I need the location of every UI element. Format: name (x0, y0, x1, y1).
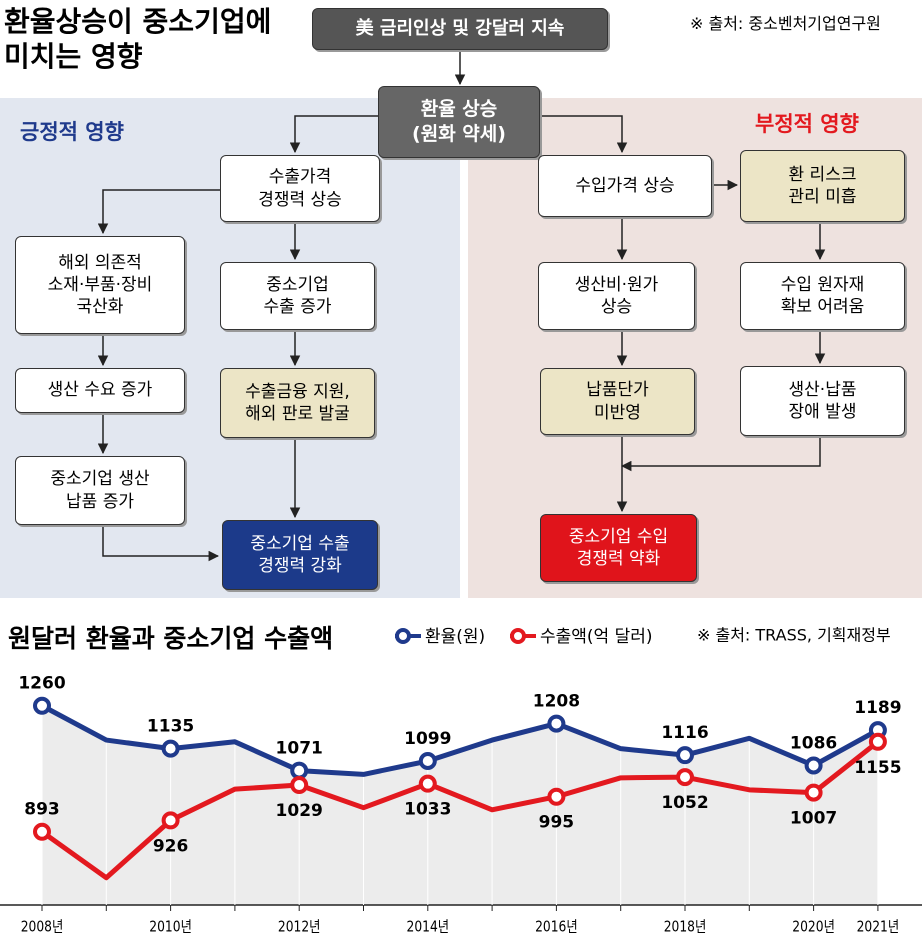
value-label: 1208 (533, 692, 580, 712)
x-tick-label: 2012년 (278, 918, 321, 935)
point (676, 768, 694, 787)
point (804, 756, 823, 775)
result-box: 중소기업 수출 경쟁력 강화 (222, 520, 378, 590)
flow-box: 중소기업 수출 증가 (220, 262, 375, 330)
point (161, 739, 180, 758)
point (418, 774, 437, 793)
value-label: 1052 (661, 793, 708, 813)
value-label: 893 (24, 800, 60, 820)
top-box: 美 금리인상 및 강달러 지속 (312, 8, 608, 50)
flow-box: 생산 수요 증가 (15, 368, 185, 413)
point (547, 714, 566, 733)
value-label: 1260 (18, 674, 65, 694)
series-line (40, 739, 880, 881)
value-label: 1189 (854, 698, 901, 718)
legend-marker (510, 628, 526, 644)
value-label: 1029 (276, 801, 323, 821)
value-label: 926 (153, 836, 189, 856)
point (161, 811, 180, 830)
legend-marker (395, 628, 411, 644)
flow-box: 수입가격 상승 (538, 155, 712, 217)
x-tick-label: 2018년 (664, 918, 707, 935)
positive-label: 긍정적 영향 (20, 120, 124, 144)
x-tick-label: 2008년 (21, 918, 64, 935)
value-label: 1033 (404, 800, 451, 820)
series-line (40, 703, 880, 777)
center-box: 환율 상승 (원화 약세) (378, 86, 540, 158)
point (33, 822, 51, 841)
flow-box: 생산·납품 장애 발생 (740, 366, 905, 436)
chart: 원달러 환율과 중소기업 수출액 ※ 출처: TRASS, 기획재정부 환율(원… (0, 624, 922, 936)
value-label: 1071 (276, 739, 323, 759)
value-label: 1086 (790, 733, 837, 753)
chart-title: 원달러 환율과 중소기업 수출액 (8, 624, 333, 653)
flow-box: 중소기업 생산 납품 증가 (15, 456, 185, 525)
flow-box: 납품단가 미반영 (540, 368, 695, 435)
point (290, 761, 309, 780)
diagram-title: 환율상승이 중소기업에 미치는 영향 (4, 5, 272, 73)
value-label: 1007 (790, 809, 837, 829)
point (868, 732, 887, 751)
negative-label: 부정적 영향 (755, 112, 859, 136)
flow-box: 수입 원자재 확보 어려움 (740, 262, 905, 330)
arrows (97, 52, 826, 562)
flow-box: 생산비·원가 상승 (538, 262, 695, 330)
value-label: 1099 (404, 729, 451, 749)
legend-label: 환율(원) (425, 627, 485, 647)
flow-box: 환 리스크 관리 미흡 (740, 150, 905, 222)
value-label: 1135 (147, 717, 194, 737)
legend-label: 수출액(억 달러) (540, 627, 653, 647)
flow-box: 해외 의존적 소재·부품·장비 국산화 (15, 236, 185, 334)
point (547, 787, 566, 806)
point (676, 746, 694, 765)
x-tick-label: 2020년 (792, 918, 835, 935)
x-tick-label: 2010년 (149, 918, 192, 935)
value-label: 1116 (661, 723, 708, 743)
source: ※ 출처: 중소벤처기업연구원 (690, 14, 881, 33)
flow-box: 수출가격 경쟁력 상승 (220, 155, 380, 222)
point (33, 696, 51, 715)
value-label: 995 (539, 813, 575, 833)
x-tick-label: 2021년 (857, 918, 900, 935)
x-tick-label: 2014년 (407, 918, 450, 935)
point (290, 776, 309, 795)
flow-box: 수출금융 지원, 해외 판로 발굴 (220, 368, 375, 438)
result-box: 중소기업 수입 경쟁력 약화 (540, 514, 697, 582)
value-label: 1155 (854, 758, 901, 778)
chart-source: ※ 출처: TRASS, 기획재정부 (697, 626, 891, 645)
point (804, 783, 823, 802)
point (418, 752, 437, 771)
x-tick-label: 2016년 (535, 918, 578, 935)
